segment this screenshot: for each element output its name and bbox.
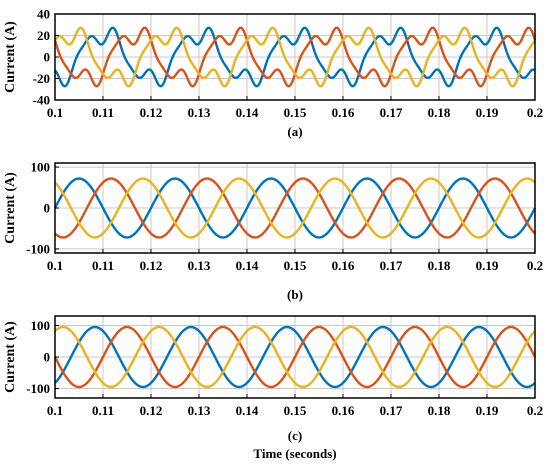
x-tick-label: 0.11 <box>92 403 114 418</box>
x-tick-label: 0.17 <box>380 258 403 273</box>
series-line-2 <box>54 177 536 239</box>
x-tick-label: 0.19 <box>476 258 499 273</box>
x-tick-label: 0.17 <box>380 403 403 418</box>
x-tick-label: 0.14 <box>236 105 259 120</box>
x-tick-label: 0.16 <box>332 258 355 273</box>
y-axis-label: Current (A) <box>3 172 18 244</box>
y-tick-label: 0 <box>44 201 51 216</box>
x-tick-label: 0.12 <box>140 258 163 273</box>
x-tick-label: 0.1 <box>47 258 63 273</box>
x-tick-label: 0.13 <box>188 105 211 120</box>
x-tick-label: 0.1 <box>47 403 63 418</box>
y-tick-label: 0 <box>44 50 51 65</box>
x-tick-label: 0.16 <box>332 403 355 418</box>
x-tick-label: 0.15 <box>284 258 307 273</box>
panel-caption: (a) <box>287 124 302 139</box>
series-line-1 <box>54 325 536 389</box>
x-tick-label: 0.19 <box>476 403 499 418</box>
x-axis-label: Time (seconds) <box>253 446 336 461</box>
series-line-1 <box>53 177 537 239</box>
x-tick-label: 0.18 <box>428 258 451 273</box>
x-tick-label: 0.12 <box>140 403 163 418</box>
x-tick-label: 0.19 <box>476 105 499 120</box>
y-axis-label: Current (A) <box>3 321 18 393</box>
x-tick-label: 0.12 <box>140 105 163 120</box>
x-tick-label: 0.15 <box>284 105 307 120</box>
x-tick-label: 0.1 <box>47 105 63 120</box>
y-tick-label: 20 <box>37 28 50 43</box>
series-line-2 <box>53 325 537 389</box>
x-tick-label: 0.13 <box>188 403 211 418</box>
y-axis-label: Current (A) <box>3 21 18 93</box>
panel-caption: (c) <box>288 428 302 443</box>
x-tick-label: 0.14 <box>236 403 259 418</box>
y-tick-label: -100 <box>26 381 50 396</box>
series-line-3 <box>54 26 536 88</box>
x-tick-label: 0.18 <box>428 403 451 418</box>
x-tick-label: 0.17 <box>380 105 403 120</box>
x-tick-label: 0.16 <box>332 105 355 120</box>
y-tick-label: 0 <box>44 350 51 365</box>
x-tick-label: 0.14 <box>236 258 259 273</box>
y-tick-label: -40 <box>33 93 50 108</box>
y-tick-label: 40 <box>37 7 50 22</box>
x-tick-label: 0.2 <box>527 105 543 120</box>
y-tick-label: -100 <box>26 241 50 256</box>
x-tick-label: 0.2 <box>527 403 543 418</box>
x-tick-label: 0.11 <box>92 105 114 120</box>
panel-c: 0.1 0.11 0.12 0.13 0.14 0.15 0.16 0.17 0.18 0.19 0… <box>3 315 543 461</box>
panel-a: 0.1 0.11 0.12 0.13 0.14 0.15 0.16 0.17 0.18 0.19 0… <box>3 7 543 140</box>
x-tick-label: 0.15 <box>284 403 307 418</box>
series-line-3 <box>54 177 536 239</box>
x-tick-label: 0.18 <box>428 105 451 120</box>
x-tick-label: 0.11 <box>92 258 114 273</box>
panel-b: 0.1 0.11 0.12 0.13 0.14 0.15 0.16 0.17 0.18 0.19 0… <box>3 160 543 302</box>
y-tick-label: -20 <box>33 71 50 86</box>
x-tick-label: 0.13 <box>188 258 211 273</box>
x-tick-label: 0.2 <box>527 258 543 273</box>
series-line-3 <box>54 325 536 389</box>
y-tick-label: 100 <box>31 160 51 175</box>
panel-caption: (b) <box>287 287 303 302</box>
y-tick-label: 100 <box>31 318 51 333</box>
